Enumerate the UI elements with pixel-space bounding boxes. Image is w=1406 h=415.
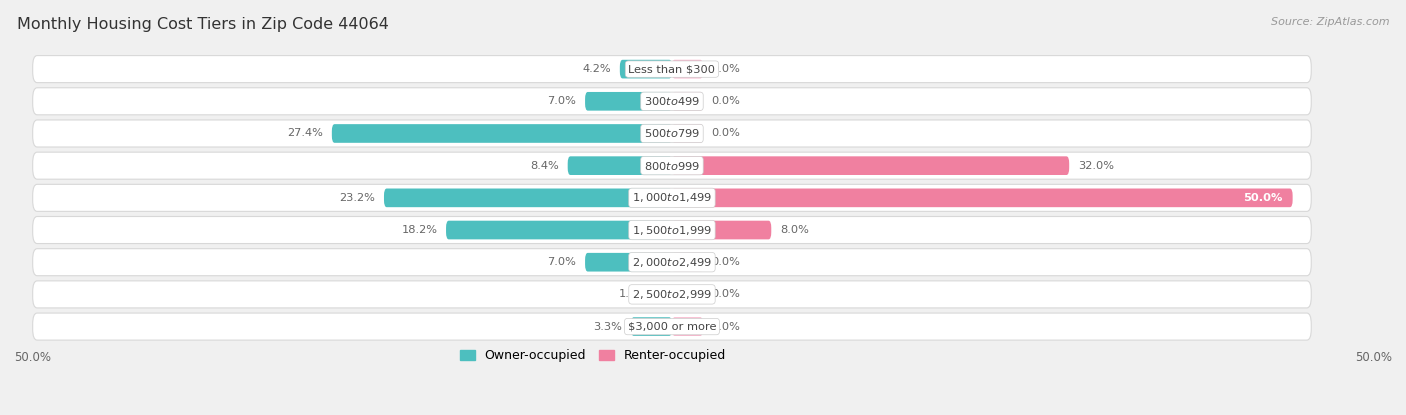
FancyBboxPatch shape [672, 253, 703, 271]
Text: 0.0%: 0.0% [711, 64, 741, 74]
FancyBboxPatch shape [672, 92, 703, 111]
Text: $3,000 or more: $3,000 or more [627, 322, 716, 332]
FancyBboxPatch shape [620, 60, 672, 78]
Text: 0.0%: 0.0% [711, 257, 741, 267]
Text: $500 to $799: $500 to $799 [644, 127, 700, 139]
FancyBboxPatch shape [32, 281, 1312, 308]
Text: 23.2%: 23.2% [339, 193, 375, 203]
Text: 50.0%: 50.0% [14, 351, 51, 364]
Text: $1,000 to $1,499: $1,000 to $1,499 [631, 191, 711, 204]
FancyBboxPatch shape [672, 188, 1292, 207]
Text: 50.0%: 50.0% [1355, 351, 1392, 364]
FancyBboxPatch shape [672, 221, 772, 239]
FancyBboxPatch shape [631, 317, 672, 336]
Text: Monthly Housing Cost Tiers in Zip Code 44064: Monthly Housing Cost Tiers in Zip Code 4… [17, 17, 388, 32]
FancyBboxPatch shape [32, 184, 1312, 211]
FancyBboxPatch shape [32, 120, 1312, 147]
Text: 50.0%: 50.0% [1243, 193, 1282, 203]
FancyBboxPatch shape [332, 124, 672, 143]
FancyBboxPatch shape [32, 152, 1312, 179]
Text: Less than $300: Less than $300 [628, 64, 716, 74]
FancyBboxPatch shape [446, 221, 672, 239]
Text: $2,500 to $2,999: $2,500 to $2,999 [631, 288, 711, 301]
Text: $300 to $499: $300 to $499 [644, 95, 700, 107]
Text: 7.0%: 7.0% [547, 96, 576, 106]
Text: 4.2%: 4.2% [582, 64, 612, 74]
Text: 8.4%: 8.4% [530, 161, 560, 171]
Text: 27.4%: 27.4% [287, 129, 323, 139]
Text: 18.2%: 18.2% [401, 225, 437, 235]
Text: 0.0%: 0.0% [711, 322, 741, 332]
Text: 0.0%: 0.0% [711, 129, 741, 139]
FancyBboxPatch shape [32, 249, 1312, 276]
Text: 32.0%: 32.0% [1078, 161, 1114, 171]
FancyBboxPatch shape [568, 156, 672, 175]
FancyBboxPatch shape [672, 60, 703, 78]
FancyBboxPatch shape [585, 253, 672, 271]
Text: 8.0%: 8.0% [780, 225, 808, 235]
Text: Source: ZipAtlas.com: Source: ZipAtlas.com [1271, 17, 1389, 27]
Text: 1.3%: 1.3% [619, 289, 647, 299]
FancyBboxPatch shape [32, 313, 1312, 340]
FancyBboxPatch shape [585, 92, 672, 111]
FancyBboxPatch shape [672, 317, 703, 336]
FancyBboxPatch shape [32, 217, 1312, 244]
Text: 7.0%: 7.0% [547, 257, 576, 267]
Text: $2,000 to $2,499: $2,000 to $2,499 [631, 256, 711, 269]
FancyBboxPatch shape [672, 285, 703, 304]
Text: 0.0%: 0.0% [711, 289, 741, 299]
FancyBboxPatch shape [32, 88, 1312, 115]
Text: $800 to $999: $800 to $999 [644, 160, 700, 172]
FancyBboxPatch shape [32, 56, 1312, 83]
Legend: Owner-occupied, Renter-occupied: Owner-occupied, Renter-occupied [460, 349, 725, 362]
FancyBboxPatch shape [655, 285, 672, 304]
Text: 0.0%: 0.0% [711, 96, 741, 106]
Text: $1,500 to $1,999: $1,500 to $1,999 [631, 224, 711, 237]
FancyBboxPatch shape [384, 188, 672, 207]
FancyBboxPatch shape [672, 156, 1069, 175]
Text: 3.3%: 3.3% [593, 322, 623, 332]
FancyBboxPatch shape [672, 124, 703, 143]
